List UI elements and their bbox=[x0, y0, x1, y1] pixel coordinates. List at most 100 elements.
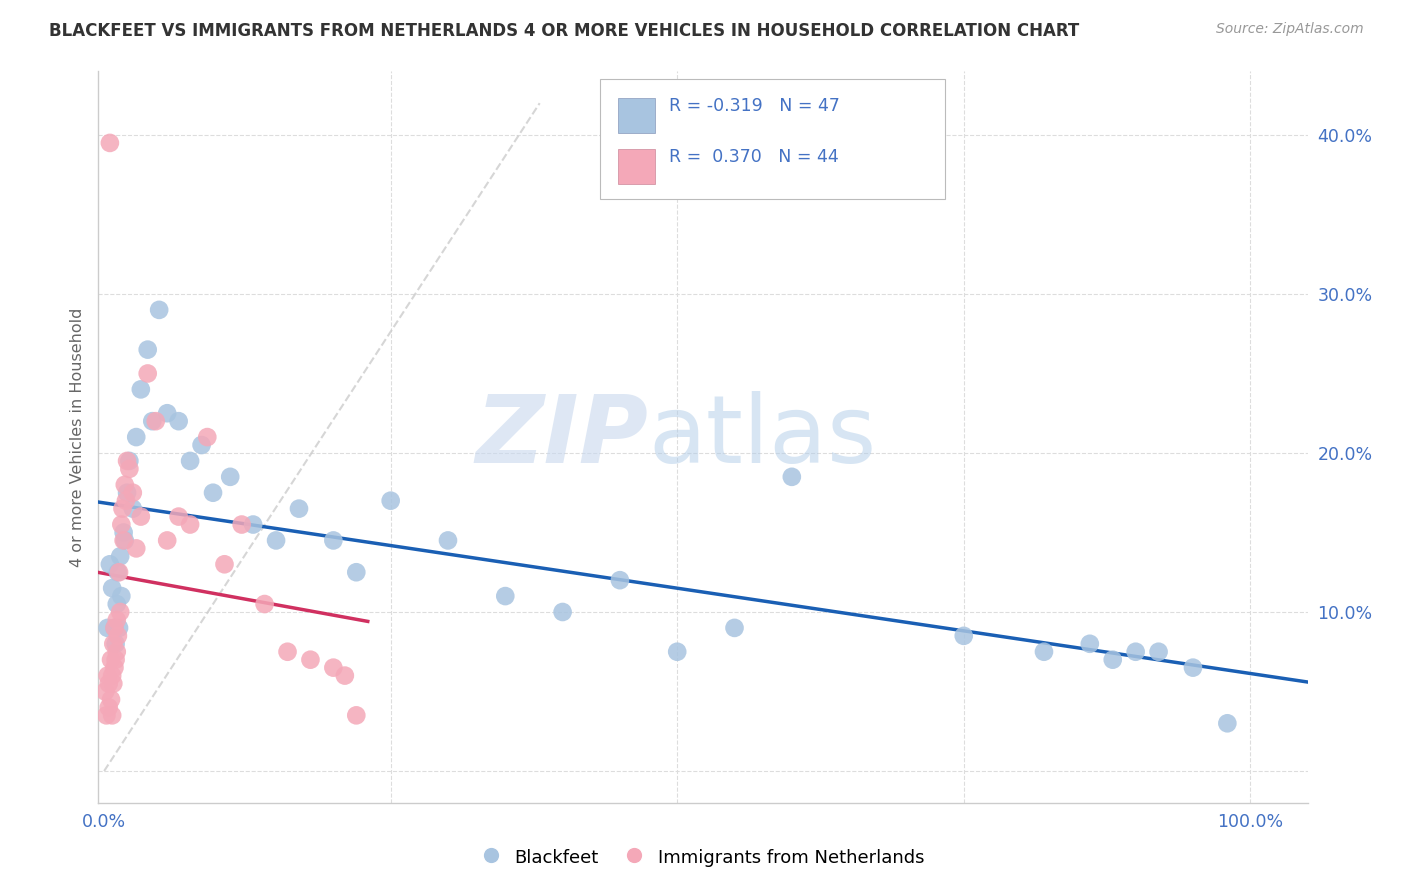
Point bbox=[129, 383, 152, 397]
Point bbox=[94, 684, 117, 698]
Point bbox=[112, 533, 135, 548]
Point bbox=[344, 566, 367, 580]
Point bbox=[202, 485, 225, 500]
Point bbox=[107, 629, 129, 643]
Point bbox=[129, 509, 152, 524]
Point bbox=[253, 597, 276, 611]
Point bbox=[1078, 637, 1101, 651]
Point bbox=[288, 501, 311, 516]
FancyBboxPatch shape bbox=[619, 149, 655, 185]
Point bbox=[1181, 660, 1204, 674]
Point bbox=[103, 621, 125, 635]
Y-axis label: 4 or more Vehicles in Household: 4 or more Vehicles in Household bbox=[69, 308, 84, 566]
Point bbox=[98, 558, 121, 572]
Point bbox=[112, 525, 135, 540]
Point bbox=[219, 470, 242, 484]
Point bbox=[118, 462, 141, 476]
Point bbox=[103, 637, 125, 651]
Point bbox=[115, 493, 138, 508]
Point bbox=[156, 406, 179, 420]
Point bbox=[136, 367, 159, 381]
Text: ZIP: ZIP bbox=[475, 391, 648, 483]
Point bbox=[105, 597, 128, 611]
Point bbox=[101, 581, 124, 595]
Point bbox=[96, 708, 118, 723]
Point bbox=[1147, 645, 1170, 659]
Point bbox=[333, 668, 356, 682]
Point bbox=[97, 676, 120, 690]
Point bbox=[780, 470, 803, 484]
Point bbox=[609, 573, 631, 587]
Point bbox=[214, 558, 236, 572]
Point bbox=[344, 708, 367, 723]
FancyBboxPatch shape bbox=[619, 98, 655, 133]
Point bbox=[114, 533, 136, 548]
Point bbox=[103, 660, 125, 674]
Point bbox=[107, 566, 129, 580]
Point bbox=[108, 605, 131, 619]
Point bbox=[952, 629, 974, 643]
Point bbox=[104, 653, 127, 667]
Point bbox=[105, 645, 128, 659]
Point bbox=[121, 485, 143, 500]
Point bbox=[179, 454, 201, 468]
Point bbox=[125, 541, 148, 556]
Text: Source: ZipAtlas.com: Source: ZipAtlas.com bbox=[1216, 22, 1364, 37]
Point bbox=[723, 621, 745, 635]
Point bbox=[380, 493, 402, 508]
Point bbox=[1033, 645, 1056, 659]
Point bbox=[1216, 716, 1239, 731]
Point bbox=[195, 430, 218, 444]
Point bbox=[322, 533, 344, 548]
Point bbox=[141, 414, 163, 428]
Point bbox=[167, 414, 190, 428]
Point bbox=[97, 621, 120, 635]
Point bbox=[108, 621, 131, 635]
Point bbox=[111, 501, 134, 516]
Point bbox=[1101, 653, 1123, 667]
Point bbox=[277, 645, 299, 659]
Point bbox=[231, 517, 253, 532]
Text: BLACKFEET VS IMMIGRANTS FROM NETHERLANDS 4 OR MORE VEHICLES IN HOUSEHOLD CORRELA: BLACKFEET VS IMMIGRANTS FROM NETHERLANDS… bbox=[49, 22, 1080, 40]
Point bbox=[264, 533, 287, 548]
Point bbox=[115, 485, 138, 500]
Point bbox=[666, 645, 689, 659]
Point bbox=[114, 477, 136, 491]
Point bbox=[156, 533, 179, 548]
Point bbox=[101, 668, 124, 682]
Point bbox=[115, 454, 138, 468]
Point bbox=[322, 660, 344, 674]
Point bbox=[104, 637, 127, 651]
Point bbox=[110, 589, 132, 603]
Point bbox=[179, 517, 201, 532]
Point bbox=[108, 549, 131, 564]
Point bbox=[97, 700, 120, 714]
Point bbox=[145, 414, 167, 428]
Point bbox=[108, 566, 131, 580]
Point bbox=[136, 343, 159, 357]
FancyBboxPatch shape bbox=[600, 78, 945, 200]
Point bbox=[1125, 645, 1147, 659]
Point bbox=[105, 613, 128, 627]
Text: R = -0.319   N = 47: R = -0.319 N = 47 bbox=[669, 97, 839, 115]
Point bbox=[110, 517, 132, 532]
Point bbox=[103, 676, 125, 690]
Point bbox=[494, 589, 516, 603]
Text: atlas: atlas bbox=[648, 391, 877, 483]
Point bbox=[101, 708, 124, 723]
Point bbox=[148, 302, 170, 317]
Point bbox=[118, 454, 141, 468]
Point bbox=[167, 509, 190, 524]
Point bbox=[100, 692, 122, 706]
Point bbox=[551, 605, 574, 619]
Point bbox=[98, 136, 121, 150]
Point bbox=[242, 517, 264, 532]
Point bbox=[437, 533, 460, 548]
Text: R =  0.370   N = 44: R = 0.370 N = 44 bbox=[669, 148, 839, 166]
Point bbox=[97, 668, 120, 682]
Point bbox=[125, 430, 148, 444]
Point bbox=[100, 653, 122, 667]
Point bbox=[103, 621, 125, 635]
Point bbox=[190, 438, 212, 452]
Point bbox=[121, 501, 143, 516]
